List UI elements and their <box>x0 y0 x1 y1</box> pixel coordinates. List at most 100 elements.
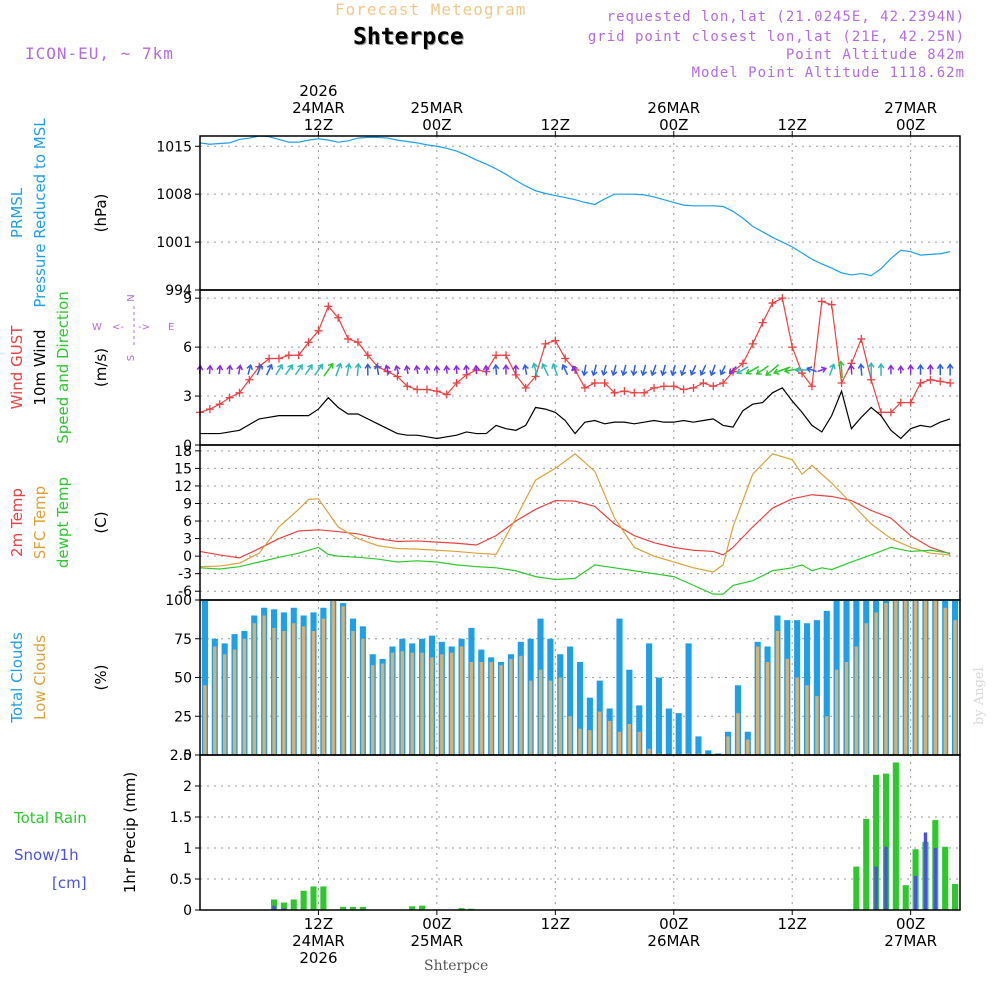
wind-arrow-head <box>867 361 875 368</box>
chart-title: Forecast Meteogram <box>335 0 527 19</box>
gust-marker <box>837 379 846 387</box>
wind-arrow <box>465 365 468 375</box>
y-tick-label: 25 <box>174 709 192 725</box>
cloud-bar-low <box>854 646 859 755</box>
time-label-bottom: 2026 <box>299 949 337 967</box>
wind-arrow-head <box>794 366 801 374</box>
cloud-bar-total <box>695 736 702 755</box>
cloud-bar-total <box>675 713 682 755</box>
precip-bar-rain <box>863 818 870 910</box>
cloud-bar-total <box>655 677 663 755</box>
y-axis-label: (hPa) <box>92 194 110 233</box>
wind-arrow-head <box>946 363 954 369</box>
gust-marker <box>294 351 303 360</box>
wind-arrow <box>746 365 760 375</box>
precip-bar-snow <box>923 832 928 910</box>
cloud-bar-total <box>715 753 722 755</box>
wind-arrow-head <box>650 370 657 377</box>
cloud-bar-low <box>489 662 493 755</box>
wind-arrow-head <box>336 362 343 369</box>
wind-arrow-head <box>660 370 667 377</box>
wind-arrow <box>247 365 252 375</box>
gust-marker <box>778 294 787 303</box>
precip-bar-rain <box>942 846 949 910</box>
y-tick-label: 75 <box>174 632 192 648</box>
wind-arrow-head <box>783 367 790 374</box>
wind-arrow <box>485 365 488 375</box>
gust-marker <box>620 387 629 396</box>
cloud-bar-low <box>459 646 464 755</box>
cloud-bar-low <box>203 685 207 755</box>
wind-arrow-head <box>463 364 470 371</box>
wind-arrow-head <box>551 362 558 370</box>
gust-marker <box>867 375 876 384</box>
cloud-bar-low <box>884 603 888 755</box>
precip-bar-rain <box>952 883 959 910</box>
wind-arrow-head <box>877 362 885 369</box>
wind-arrow-head <box>829 363 836 370</box>
panel-label: dewpt Temp <box>54 477 72 568</box>
y-tick-label: 9 <box>183 496 192 512</box>
cloud-bar-low <box>923 600 928 755</box>
cloud-bar-low <box>380 663 385 755</box>
wind-arrow <box>642 364 647 376</box>
wind-arrow-head <box>773 368 780 375</box>
gust-marker <box>353 338 362 347</box>
gust-marker <box>669 382 678 391</box>
gust-marker <box>758 318 767 327</box>
cloud-bar-low <box>371 665 375 755</box>
wind-arrow <box>284 364 293 376</box>
wind-arrow-head <box>531 362 539 369</box>
wind-arrow-head <box>679 370 687 377</box>
panel-label: Speed and Direction <box>54 291 72 444</box>
gust-marker <box>709 382 718 391</box>
gust-marker <box>225 393 234 402</box>
precip-bar-snow <box>933 848 938 910</box>
time-label-bottom: 00Z <box>422 915 451 933</box>
time-label-top: 25MAR <box>411 99 464 117</box>
wind-arrow <box>592 364 597 376</box>
wind-arrow-head <box>423 364 431 371</box>
wind-arrow-head <box>413 364 421 371</box>
wind-arrow-head <box>600 370 608 377</box>
cloud-bar-low <box>775 631 780 755</box>
y-tick-label: 50 <box>174 671 192 687</box>
time-label-top: 12Z <box>541 116 570 134</box>
point-altitude: Point Altitude 842m <box>785 47 965 63</box>
wind-arrow <box>256 364 262 376</box>
wind-arrow-head <box>443 364 451 371</box>
wind-arrow <box>405 365 409 374</box>
gust-marker <box>551 336 560 345</box>
precip-bar-rain <box>310 886 317 910</box>
wind-arrow-head <box>317 363 323 370</box>
wind-compass: W <- -> E N S <box>92 294 174 361</box>
wind-arrow <box>265 364 273 376</box>
series-line-prmsl <box>199 135 951 277</box>
gust-marker <box>886 408 895 417</box>
panel-frame <box>199 135 961 291</box>
panel-label: Wind GUST <box>8 325 26 410</box>
gust-marker <box>630 388 639 397</box>
gust-marker <box>590 379 599 387</box>
gust-marker <box>452 379 461 387</box>
cloud-bar-low <box>696 753 701 755</box>
gust-marker <box>432 387 441 396</box>
wind-arrow <box>681 364 687 376</box>
station-name: Shterpce <box>353 24 464 50</box>
precip-bar-rain <box>340 906 347 910</box>
y-tick-label: 1001 <box>156 235 192 251</box>
wind-arrow-head <box>857 362 865 369</box>
precip-bar-rain <box>349 906 357 910</box>
cloud-bar-low <box>874 612 878 755</box>
wind-arrow-head <box>327 362 334 369</box>
cloud-bar-total <box>616 618 623 755</box>
wind-arrow <box>356 363 360 377</box>
wind-arrow-head <box>820 366 828 373</box>
precip-bar-rain <box>419 905 426 910</box>
wind-arrow-head <box>307 364 313 371</box>
panel-label: Snow/1h <box>14 846 79 864</box>
series-line-sfc-temp <box>199 453 951 573</box>
cloud-bar-low <box>637 731 641 755</box>
